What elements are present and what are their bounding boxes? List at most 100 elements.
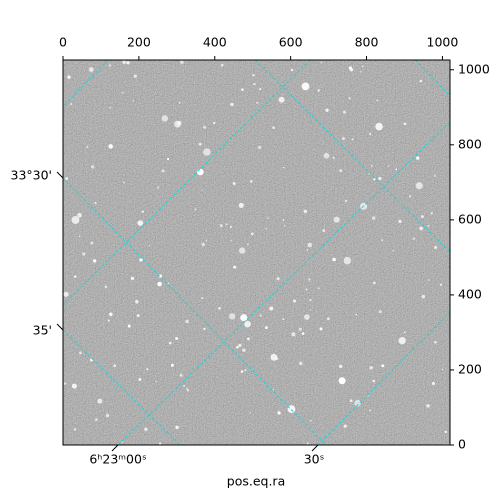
star xyxy=(77,212,82,218)
star xyxy=(94,418,98,422)
star xyxy=(233,265,237,269)
dec-grid-line xyxy=(414,60,450,97)
star xyxy=(138,378,142,381)
star xyxy=(122,60,126,64)
star xyxy=(148,245,151,247)
star xyxy=(282,318,285,320)
star xyxy=(264,326,268,330)
star xyxy=(348,97,351,100)
star xyxy=(428,279,430,281)
star xyxy=(108,64,112,67)
ra-tick xyxy=(311,444,319,452)
star xyxy=(86,146,89,148)
star xyxy=(78,235,81,238)
star xyxy=(166,157,170,161)
star xyxy=(180,60,184,64)
star xyxy=(63,382,67,385)
star xyxy=(133,74,137,78)
star xyxy=(283,167,285,169)
star xyxy=(398,337,406,345)
star xyxy=(63,291,69,297)
star xyxy=(235,345,239,349)
star xyxy=(371,216,376,220)
star xyxy=(249,180,253,183)
star xyxy=(170,363,174,367)
dec-grid-line xyxy=(63,177,327,445)
star xyxy=(168,341,172,345)
star xyxy=(238,247,246,254)
star xyxy=(354,399,361,407)
star xyxy=(309,309,312,311)
star xyxy=(310,419,312,422)
star xyxy=(90,241,94,245)
plot-frame xyxy=(62,59,451,446)
star xyxy=(65,177,69,181)
x-tick-label: 400 xyxy=(203,35,227,50)
star xyxy=(361,65,364,68)
star xyxy=(381,239,384,242)
star xyxy=(372,379,376,383)
star xyxy=(74,275,77,278)
y-tick-label: 200 xyxy=(458,361,482,376)
star xyxy=(105,413,110,418)
x-tick-label: 0 xyxy=(59,35,67,50)
star xyxy=(430,212,433,215)
star xyxy=(371,165,373,167)
star xyxy=(238,343,242,347)
star xyxy=(90,165,95,169)
star xyxy=(244,320,251,328)
star xyxy=(176,120,182,126)
star xyxy=(320,61,322,63)
star xyxy=(392,249,395,252)
star xyxy=(144,427,148,431)
x-tick-label: 1000 xyxy=(427,35,459,50)
star xyxy=(272,388,275,391)
star xyxy=(305,288,308,291)
star xyxy=(290,68,294,72)
star xyxy=(351,138,354,141)
star xyxy=(434,174,437,177)
star xyxy=(291,332,296,337)
star xyxy=(127,324,131,328)
wcs-ticks xyxy=(56,171,319,452)
star xyxy=(74,428,77,431)
star xyxy=(373,281,376,285)
ra-grid-line xyxy=(317,311,450,445)
dec-grid-line xyxy=(254,60,450,253)
star xyxy=(403,122,407,126)
star xyxy=(343,424,347,428)
star xyxy=(183,384,186,387)
star xyxy=(427,224,430,227)
star xyxy=(187,389,189,392)
star xyxy=(71,216,80,224)
star xyxy=(272,126,276,130)
star xyxy=(121,441,124,444)
ra-grid-line xyxy=(63,60,311,306)
star xyxy=(259,314,262,317)
y-tick-label: 600 xyxy=(458,211,482,226)
dec-tick-label: 35' xyxy=(33,323,52,338)
star xyxy=(284,225,286,227)
star xyxy=(232,182,236,185)
star xyxy=(156,186,160,189)
star xyxy=(369,409,372,412)
star xyxy=(270,353,278,361)
star xyxy=(201,189,203,191)
star xyxy=(230,239,232,242)
star xyxy=(434,341,437,344)
star xyxy=(203,327,206,331)
star xyxy=(258,145,262,150)
ra-grid-line xyxy=(117,121,450,445)
star xyxy=(228,313,236,320)
star xyxy=(344,199,348,203)
star xyxy=(376,99,378,102)
star xyxy=(304,314,310,320)
star xyxy=(309,298,312,302)
star xyxy=(416,156,420,160)
star xyxy=(338,377,346,385)
y-tick-label: 400 xyxy=(458,286,482,301)
star xyxy=(185,319,189,324)
star xyxy=(205,239,208,242)
star xyxy=(252,74,255,77)
star xyxy=(155,380,157,382)
